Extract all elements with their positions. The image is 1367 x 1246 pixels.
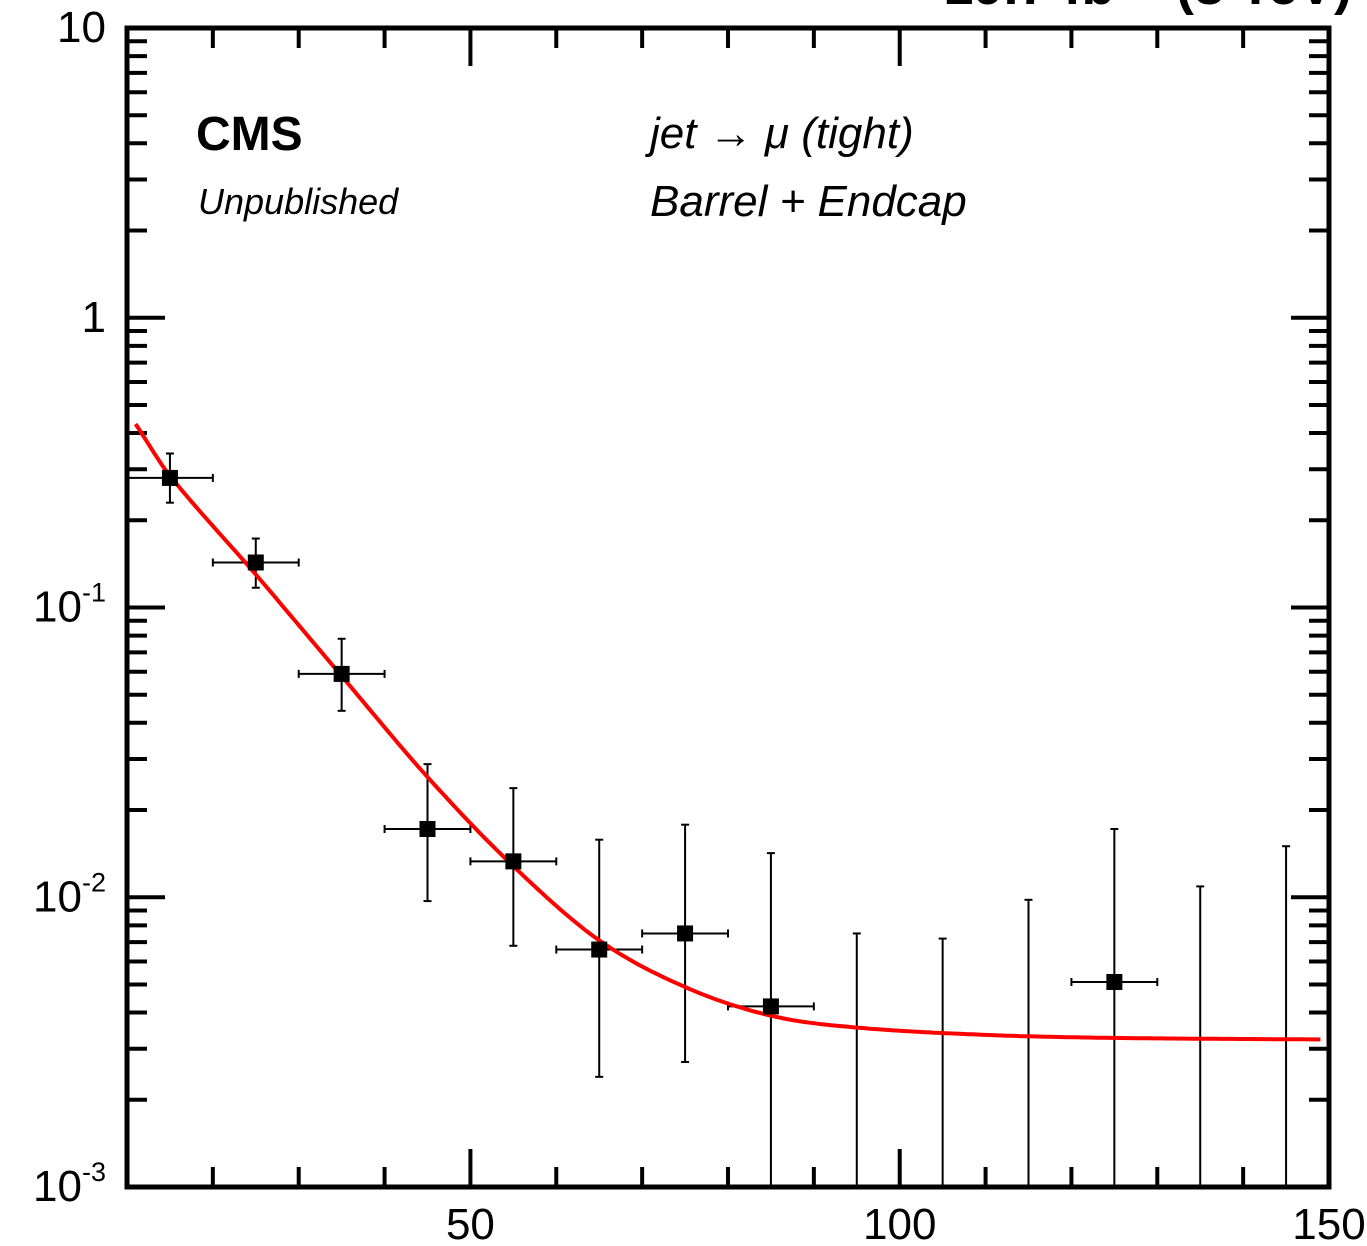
- x-tick-label: 50: [446, 1200, 495, 1246]
- y-tick-label: 1: [82, 293, 106, 342]
- annotation-selection: jet → μ (tight): [645, 109, 914, 158]
- plot-frame: [124, 25, 1332, 1190]
- status-label: Unpublished: [198, 181, 399, 222]
- data-point: [1106, 973, 1123, 990]
- data-point: [591, 941, 608, 958]
- axis-ticks: [127, 28, 1329, 1187]
- annotation-region: Barrel + Endcap: [650, 177, 967, 226]
- x-tick-label: 100: [863, 1200, 936, 1246]
- data-point: [247, 554, 264, 571]
- y-tick-label: 10: [57, 3, 106, 52]
- data-point: [505, 853, 522, 870]
- data-point: [333, 665, 350, 682]
- tick-labels: 50 100 150 10-3 10-2 10-1 1 10: [33, 3, 1366, 1246]
- luminosity-label: 19.7 fb⁻¹ (8 TeV): [943, 0, 1352, 16]
- y-tick-label: 10-1: [33, 578, 106, 632]
- data-point: [161, 469, 178, 486]
- y-tick-label: 10-3: [33, 1157, 106, 1211]
- data-point: [419, 821, 436, 838]
- fit-curve-group: [133, 422, 1321, 1042]
- y-tick-label: 10-2: [33, 867, 106, 921]
- fit-curve: [133, 422, 1321, 1042]
- cms-label: CMS: [196, 108, 303, 161]
- data-points: [161, 469, 1123, 1015]
- data-point: [677, 925, 694, 942]
- x-tick-label: 150: [1292, 1200, 1365, 1246]
- data-point: [762, 998, 779, 1015]
